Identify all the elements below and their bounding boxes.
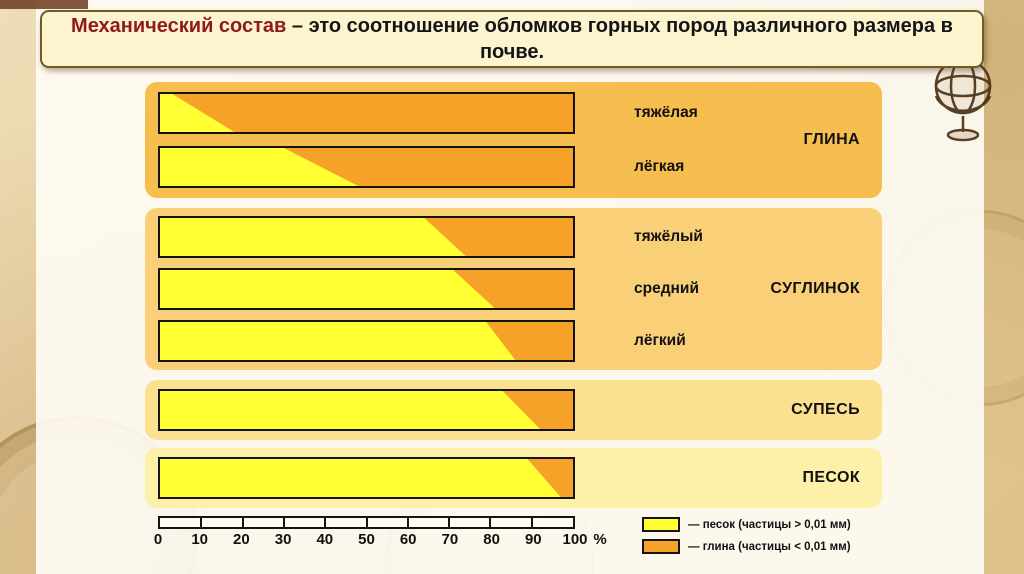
group-panel-loam: тяжёлый средний лёгкий СУГЛИНОК <box>145 208 882 370</box>
bar-clay-heavy <box>158 92 575 134</box>
scale-tick-label: 90 <box>524 531 542 548</box>
scale-unit-label: % <box>593 531 607 548</box>
legend-label-clay: — глина (частицы < 0,01 мм) <box>688 540 851 553</box>
scale-tick-label: 10 <box>191 531 209 548</box>
legend: — песок (частицы > 0,01 мм) — глина (час… <box>642 517 851 554</box>
scale-tick-label: 30 <box>274 531 292 548</box>
title-definition: – это соотношение обломков горных пород … <box>286 15 953 63</box>
percent-scale-labels: 0 10 20 30 40 50 60 70 80 90 100% <box>154 531 607 553</box>
group-panel-clay: тяжёлая лёгкая ГЛИНА <box>145 82 882 198</box>
title-box: Механический состав – это соотношение об… <box>40 10 984 68</box>
scale-tick-label: 40 <box>316 531 334 548</box>
scale-tick-label: 60 <box>399 531 417 548</box>
legend-item-clay: — глина (частицы < 0,01 мм) <box>642 539 851 554</box>
group-name-clay: ГЛИНА <box>803 131 860 148</box>
scale-tick <box>406 518 409 527</box>
scale-tick <box>200 518 203 527</box>
scale-tick-label: 20 <box>233 531 250 548</box>
bar-clay-light <box>158 146 575 188</box>
scale-tick <box>489 518 492 527</box>
legend-label-sand: — песок (частицы > 0,01 мм) <box>688 518 851 531</box>
scale-tick <box>324 518 327 527</box>
bar-loam-light <box>158 320 575 362</box>
scale-tick <box>241 518 244 527</box>
scale-tick-label: 0 <box>153 531 163 548</box>
scale-tick <box>530 518 533 527</box>
slide-title: Механический состав – это соотношение об… <box>70 13 954 65</box>
bar-label-loam-medium: средний <box>634 280 699 297</box>
bar-sandy-loam <box>158 389 575 431</box>
scale-tick-label: 80 <box>483 531 500 548</box>
bar-label-loam-heavy: тяжёлый <box>634 228 703 245</box>
scale-tick-label: 100 <box>562 531 588 548</box>
decor-corner-strip <box>0 0 88 9</box>
legend-swatch-sand <box>642 517 680 532</box>
legend-item-sand: — песок (частицы > 0,01 мм) <box>642 517 851 532</box>
title-term: Механический состав <box>71 15 287 37</box>
bar-loam-heavy <box>158 216 575 258</box>
group-name-sandy-loam: СУПЕСЬ <box>791 401 860 418</box>
group-panel-sand: ПЕСОК <box>145 448 882 508</box>
scale-tick <box>365 518 368 527</box>
scale-tick-label: 50 <box>358 531 375 548</box>
bar-sand <box>158 457 575 499</box>
group-panel-sandy-loam: СУПЕСЬ <box>145 380 882 440</box>
bar-loam-medium <box>158 268 575 310</box>
percent-scale <box>158 516 575 529</box>
globe-icon <box>928 52 998 144</box>
legend-swatch-clay <box>642 539 680 554</box>
group-name-loam: СУГЛИНОК <box>770 280 860 297</box>
bar-label-clay-light: лёгкая <box>634 158 685 175</box>
scale-tick <box>282 518 285 527</box>
scale-tick-label: 70 <box>441 531 459 548</box>
bar-label-loam-light: лёгкий <box>634 332 686 349</box>
scale-tick <box>448 518 451 527</box>
bar-label-clay-heavy: тяжёлая <box>634 104 698 121</box>
group-name-sand: ПЕСОК <box>802 469 860 486</box>
